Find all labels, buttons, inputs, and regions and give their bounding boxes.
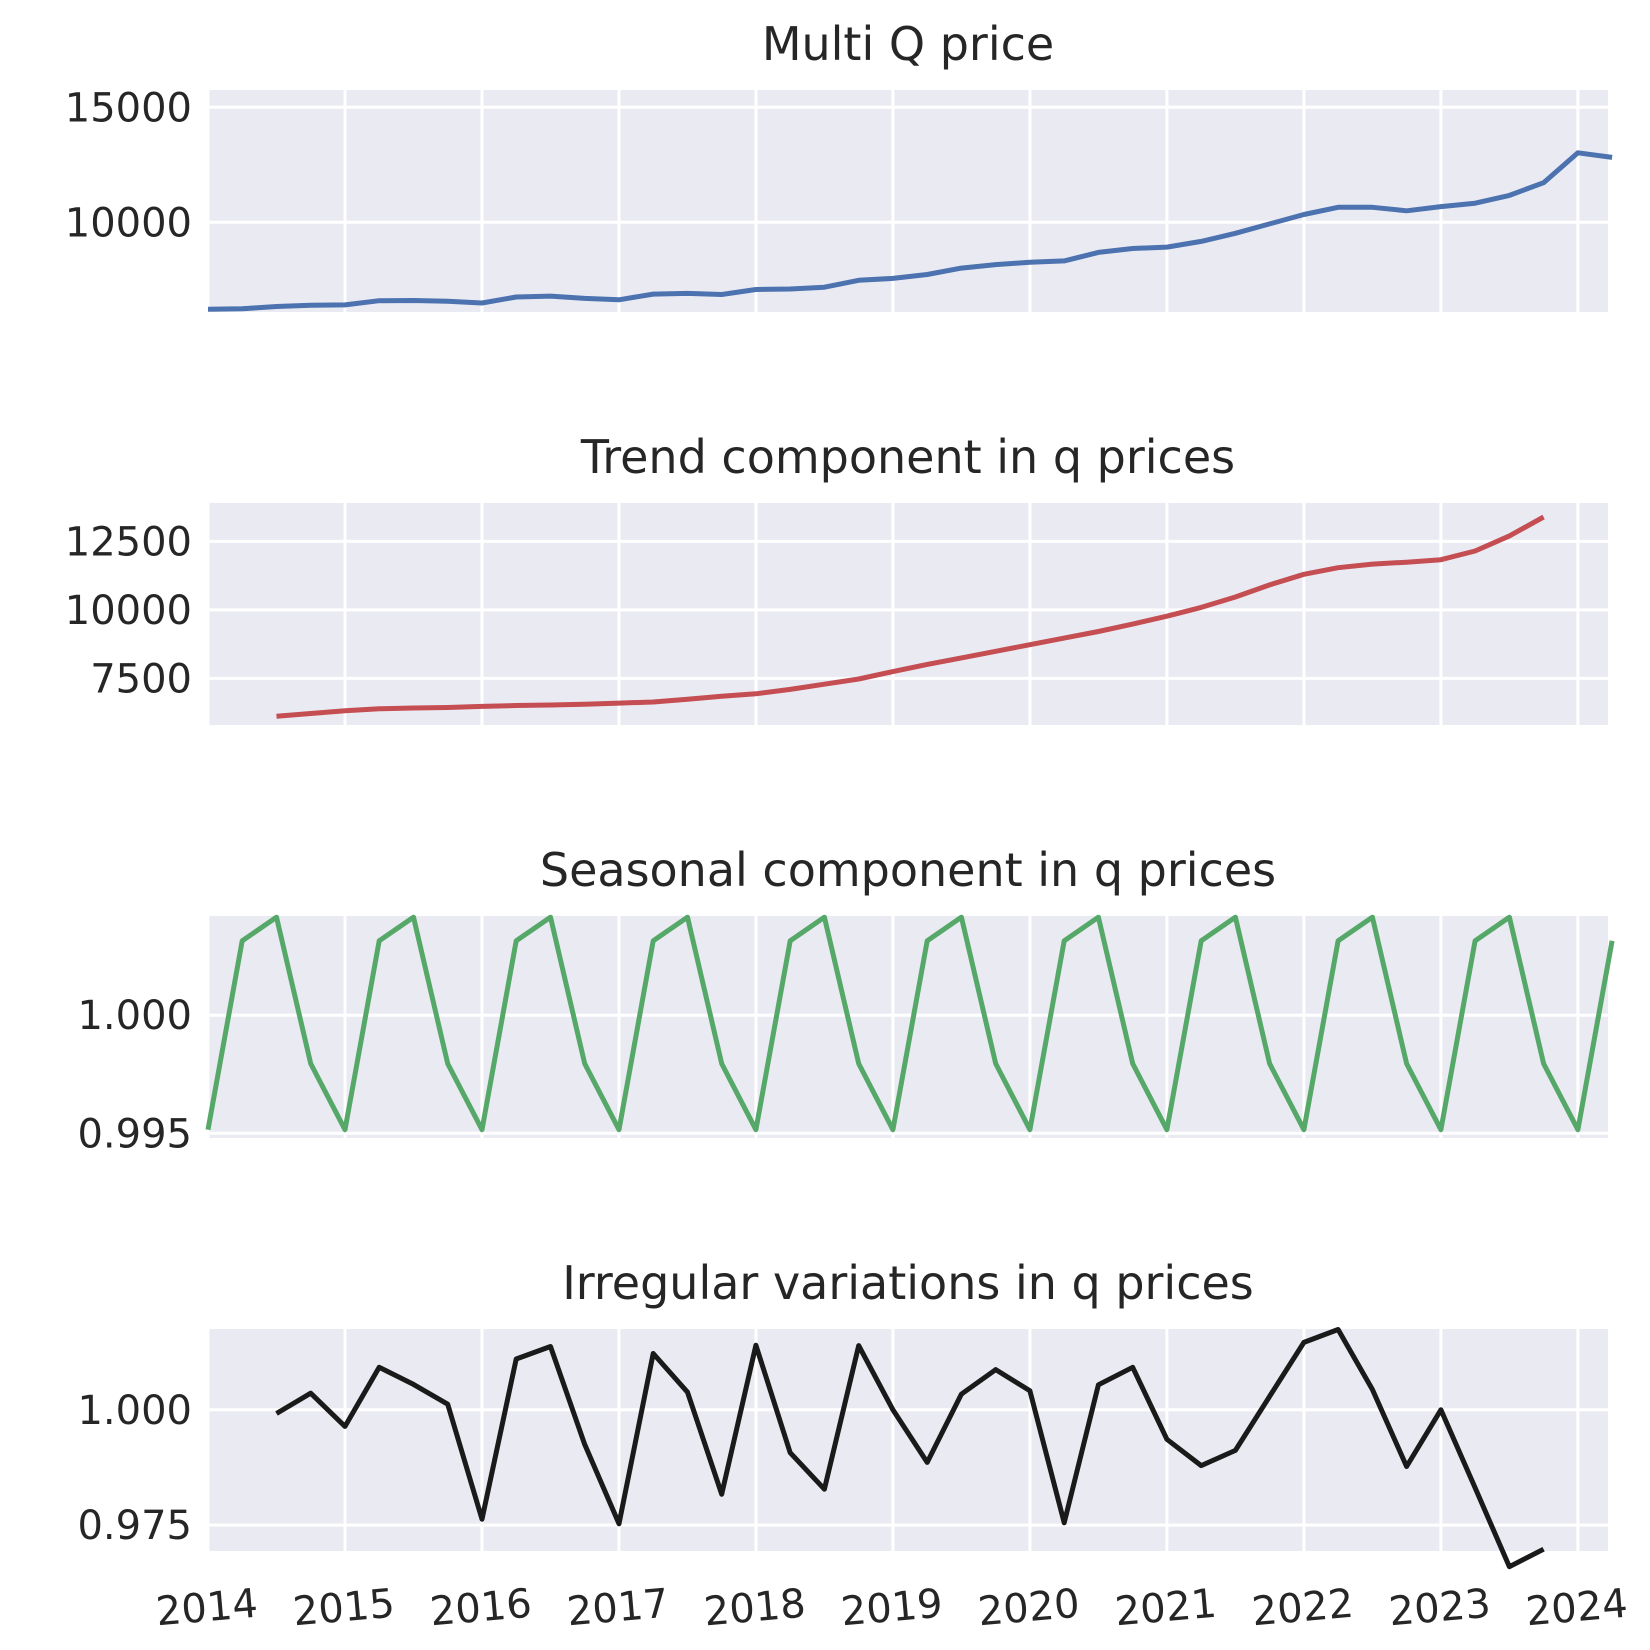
x-tick-label: 2020 bbox=[976, 1581, 1081, 1636]
panel-1: 10000 15000 Multi Q price bbox=[65, 17, 1613, 312]
x-tick-label: 2019 bbox=[839, 1581, 944, 1636]
series-line bbox=[275, 1327, 1545, 1570]
plot-area bbox=[208, 1329, 1608, 1551]
y-tick-label: 10000 bbox=[65, 588, 192, 634]
panel-title: Irregular variations in q prices bbox=[562, 1256, 1254, 1310]
x-tick-label: 2014 bbox=[154, 1581, 259, 1636]
series-line bbox=[276, 514, 1545, 719]
panel-2: 7500 10000 12500 Trend component in q price… bbox=[65, 430, 1608, 725]
plot-area bbox=[208, 503, 1608, 725]
panel-4: 0.975 1.000 Irregular variations in q pric… bbox=[77, 1256, 1629, 1635]
y-tick-label: 0.995 bbox=[77, 1111, 192, 1157]
x-tick-label: 2023 bbox=[1387, 1581, 1492, 1636]
panel-title: Multi Q price bbox=[762, 17, 1054, 71]
y-tick-label: 1.000 bbox=[77, 993, 192, 1039]
y-tick-label: 15000 bbox=[65, 85, 192, 131]
x-tick-label: 2021 bbox=[1113, 1581, 1218, 1636]
y-tick-label: 0.975 bbox=[77, 1503, 192, 1549]
x-tick-label: 2018 bbox=[702, 1581, 807, 1636]
x-tick-label: 2024 bbox=[1524, 1581, 1629, 1636]
x-tick-label: 2016 bbox=[428, 1581, 533, 1636]
x-tick-label: 2015 bbox=[291, 1581, 396, 1636]
y-tick-label: 10000 bbox=[65, 200, 192, 246]
panel-title: Seasonal component in q prices bbox=[540, 843, 1276, 897]
x-tick-label: 2017 bbox=[565, 1581, 670, 1636]
series-line bbox=[205, 914, 1615, 1133]
y-tick-label: 12500 bbox=[65, 519, 192, 565]
series-line bbox=[207, 150, 1613, 312]
panel-3: 0.995 1.000 Seasonal component in q prices bbox=[77, 843, 1615, 1157]
x-tick-label: 2022 bbox=[1250, 1581, 1355, 1636]
y-tick-label: 7500 bbox=[90, 656, 192, 702]
panel-title: Trend component in q prices bbox=[580, 430, 1235, 484]
y-tick-label: 1.000 bbox=[77, 1388, 192, 1434]
